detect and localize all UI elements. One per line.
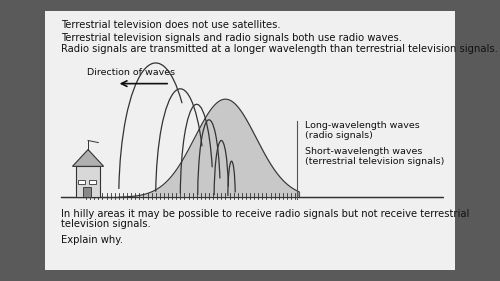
Text: Explain why.: Explain why. bbox=[62, 235, 124, 245]
Polygon shape bbox=[72, 149, 104, 166]
Bar bbox=[89, 180, 96, 184]
Text: television signals.: television signals. bbox=[62, 219, 151, 229]
Text: Terrestrial television does not use satellites.: Terrestrial television does not use sate… bbox=[62, 20, 281, 30]
Bar bbox=[76, 166, 100, 197]
Bar bbox=[83, 187, 90, 197]
Bar bbox=[78, 180, 85, 184]
Text: (terrestrial television signals): (terrestrial television signals) bbox=[306, 157, 444, 166]
Text: (radio signals): (radio signals) bbox=[306, 132, 373, 140]
Text: Direction of waves: Direction of waves bbox=[87, 68, 175, 77]
Text: Long-wavelength waves: Long-wavelength waves bbox=[306, 121, 420, 130]
Text: Radio signals are transmitted at a longer wavelength than terrestrial television: Radio signals are transmitted at a longe… bbox=[62, 44, 498, 54]
Text: Terrestrial television signals and radio signals both use radio waves.: Terrestrial television signals and radio… bbox=[62, 33, 402, 43]
Text: Short-wavelength waves: Short-wavelength waves bbox=[306, 147, 422, 156]
Text: In hilly areas it may be possible to receive radio signals but not receive terre: In hilly areas it may be possible to rec… bbox=[62, 209, 470, 219]
